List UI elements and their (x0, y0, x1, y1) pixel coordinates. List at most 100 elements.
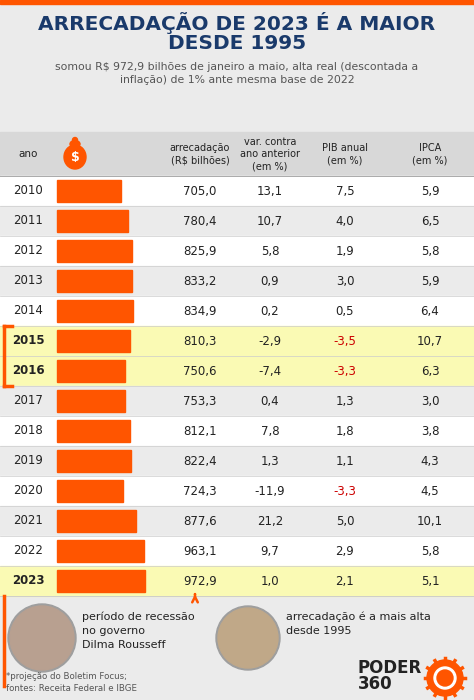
Text: 2,9: 2,9 (336, 545, 355, 557)
Bar (0, 132, 474, 176)
Bar (57, 450, 131, 472)
Bar (0, 506, 474, 536)
Text: 21,2: 21,2 (257, 514, 283, 528)
Text: 2019: 2019 (13, 454, 43, 468)
Bar (0, 296, 474, 326)
Bar (0, 176, 474, 206)
Text: 822,4: 822,4 (183, 454, 217, 468)
Text: 0,5: 0,5 (336, 304, 354, 318)
Text: var. contra
ano anterior
(em %): var. contra ano anterior (em %) (240, 136, 300, 172)
Text: IPCA
(em %): IPCA (em %) (412, 143, 447, 165)
Text: 0,2: 0,2 (261, 304, 279, 318)
Circle shape (434, 667, 456, 689)
Text: 4,0: 4,0 (336, 214, 354, 228)
Text: 963,1: 963,1 (183, 545, 217, 557)
Text: 5,9: 5,9 (421, 274, 439, 288)
Circle shape (216, 606, 280, 670)
Bar (57, 360, 125, 382)
Text: $: $ (71, 150, 79, 164)
Text: ARRECADAÇÃO DE 2023 É A MAIOR: ARRECADAÇÃO DE 2023 É A MAIOR (38, 12, 436, 34)
Bar (57, 180, 121, 202)
Text: 1,9: 1,9 (336, 244, 355, 258)
Circle shape (73, 137, 78, 143)
Text: 724,3: 724,3 (183, 484, 217, 498)
Text: 2015: 2015 (12, 335, 44, 347)
Text: 0,9: 0,9 (261, 274, 279, 288)
Text: 6,3: 6,3 (421, 365, 439, 377)
Text: período de recessão
no governo
Dilma Rousseff: período de recessão no governo Dilma Rou… (82, 612, 195, 650)
Text: 10,7: 10,7 (257, 214, 283, 228)
Bar (0, 266, 474, 296)
Text: 5,8: 5,8 (261, 244, 279, 258)
Text: 1,3: 1,3 (336, 395, 354, 407)
Bar (0, 4, 474, 132)
Text: *projeção do Boletim Focus;
fontes: Receita Federal e IBGE: *projeção do Boletim Focus; fontes: Rece… (6, 672, 137, 693)
Bar (57, 420, 130, 442)
Bar (57, 270, 132, 292)
Bar (0, 476, 474, 506)
Bar (0, 594, 474, 700)
Bar (57, 480, 122, 502)
Text: 2018: 2018 (13, 424, 43, 438)
Text: 1,1: 1,1 (336, 454, 355, 468)
Circle shape (8, 604, 76, 672)
Bar (57, 540, 144, 562)
Text: 3,0: 3,0 (336, 274, 354, 288)
Circle shape (437, 670, 453, 686)
Text: 753,3: 753,3 (183, 395, 217, 407)
Bar (0, 446, 474, 476)
Text: somou R$ 972,9 bilhões de janeiro a maio, alta real (descontada a
inflação) de 1: somou R$ 972,9 bilhões de janeiro a maio… (55, 62, 419, 85)
Text: 3,8: 3,8 (421, 424, 439, 438)
Bar (0, 326, 474, 356)
Text: 5,0: 5,0 (336, 514, 354, 528)
Text: 3,0: 3,0 (421, 395, 439, 407)
Text: 2011: 2011 (13, 214, 43, 228)
Text: 834,9: 834,9 (183, 304, 217, 318)
Ellipse shape (64, 145, 86, 169)
Bar (57, 240, 132, 262)
Text: 2021: 2021 (13, 514, 43, 528)
Text: -3,3: -3,3 (334, 365, 356, 377)
Text: 7,5: 7,5 (336, 185, 354, 197)
Text: PODER: PODER (358, 659, 422, 677)
Text: 4,3: 4,3 (421, 454, 439, 468)
Text: 2014: 2014 (13, 304, 43, 318)
Bar (57, 510, 137, 532)
Text: 7,8: 7,8 (261, 424, 279, 438)
Text: PIB anual
(em %): PIB anual (em %) (322, 143, 368, 165)
Text: arrecadação é a mais alta
desde 1995: arrecadação é a mais alta desde 1995 (286, 612, 431, 636)
Text: ano: ano (18, 149, 38, 159)
Text: 780,4: 780,4 (183, 214, 217, 228)
Text: 10,7: 10,7 (417, 335, 443, 347)
Text: -3,3: -3,3 (334, 484, 356, 498)
Text: arrecadação
(R$ bilhões): arrecadação (R$ bilhões) (170, 143, 230, 165)
Text: 2010: 2010 (13, 185, 43, 197)
Text: 833,2: 833,2 (183, 274, 217, 288)
Circle shape (10, 606, 74, 670)
Bar (0, 416, 474, 446)
Circle shape (218, 608, 278, 668)
Text: 5,9: 5,9 (421, 185, 439, 197)
Text: 2017: 2017 (13, 395, 43, 407)
Text: 2,1: 2,1 (336, 575, 355, 587)
Bar (57, 390, 125, 412)
Text: DESDE 1995: DESDE 1995 (168, 34, 306, 53)
Text: 2022: 2022 (13, 545, 43, 557)
Bar (0, 236, 474, 266)
Text: 1,0: 1,0 (261, 575, 279, 587)
Text: -11,9: -11,9 (255, 484, 285, 498)
Text: 5,8: 5,8 (421, 545, 439, 557)
Text: 2013: 2013 (13, 274, 43, 288)
Text: 6,4: 6,4 (420, 304, 439, 318)
Text: 2016: 2016 (12, 365, 44, 377)
Text: 2012: 2012 (13, 244, 43, 258)
Text: 360: 360 (358, 675, 392, 693)
Text: -7,4: -7,4 (258, 365, 282, 377)
Text: 877,6: 877,6 (183, 514, 217, 528)
Text: 4,5: 4,5 (421, 484, 439, 498)
Bar (0, 536, 474, 566)
Text: 9,7: 9,7 (261, 545, 279, 557)
Bar (0, 386, 474, 416)
Text: 2020: 2020 (13, 484, 43, 498)
Bar (0, 206, 474, 236)
